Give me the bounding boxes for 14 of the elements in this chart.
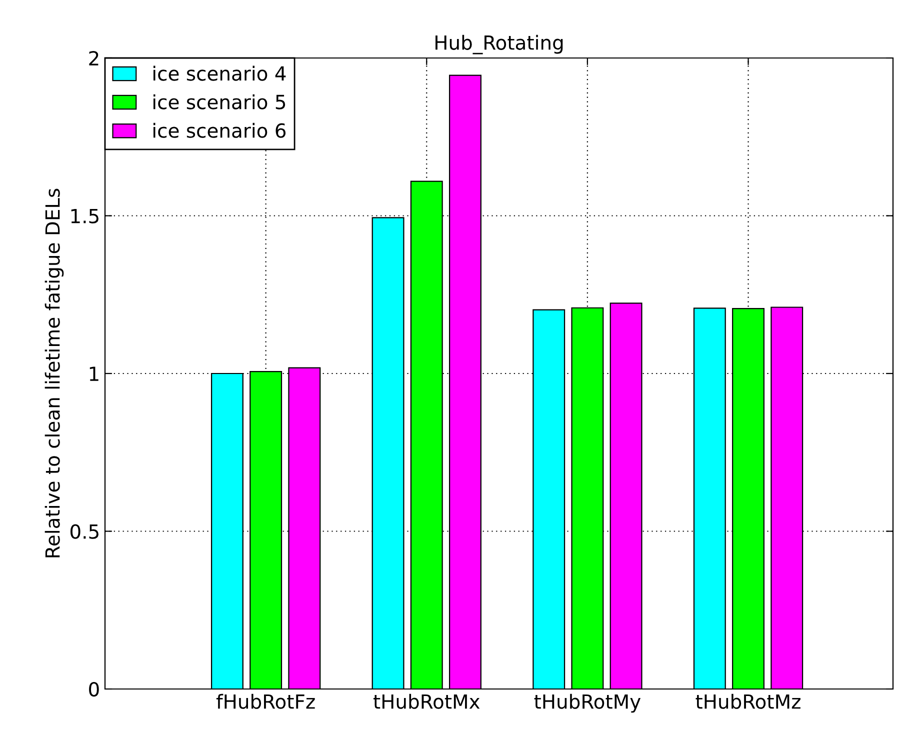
x-tick-label: tHubRotMx	[373, 694, 480, 709]
legend-label: ice scenario 4	[154, 66, 286, 81]
x-tick-label: tHubRotMy	[534, 694, 641, 713]
chart-title: Hub_Rotating	[436, 34, 563, 54]
y-tick-label: 0	[89, 682, 99, 697]
legend-label: ice scenario 5	[154, 94, 286, 110]
y-tick-label: 0.5	[70, 524, 98, 539]
y-tick-label: 2	[89, 50, 98, 66]
y-tick-label: 1	[90, 366, 98, 381]
x-tick-label: fHubRotFz	[216, 694, 315, 709]
y-axis-title: Relative to clean lifetime fatigue DELs	[44, 188, 64, 558]
legend-label: ice scenario 6	[154, 122, 286, 138]
y-tick-label: 1.5	[71, 208, 98, 224]
x-tick-label: tHubRotMz	[696, 694, 800, 709]
